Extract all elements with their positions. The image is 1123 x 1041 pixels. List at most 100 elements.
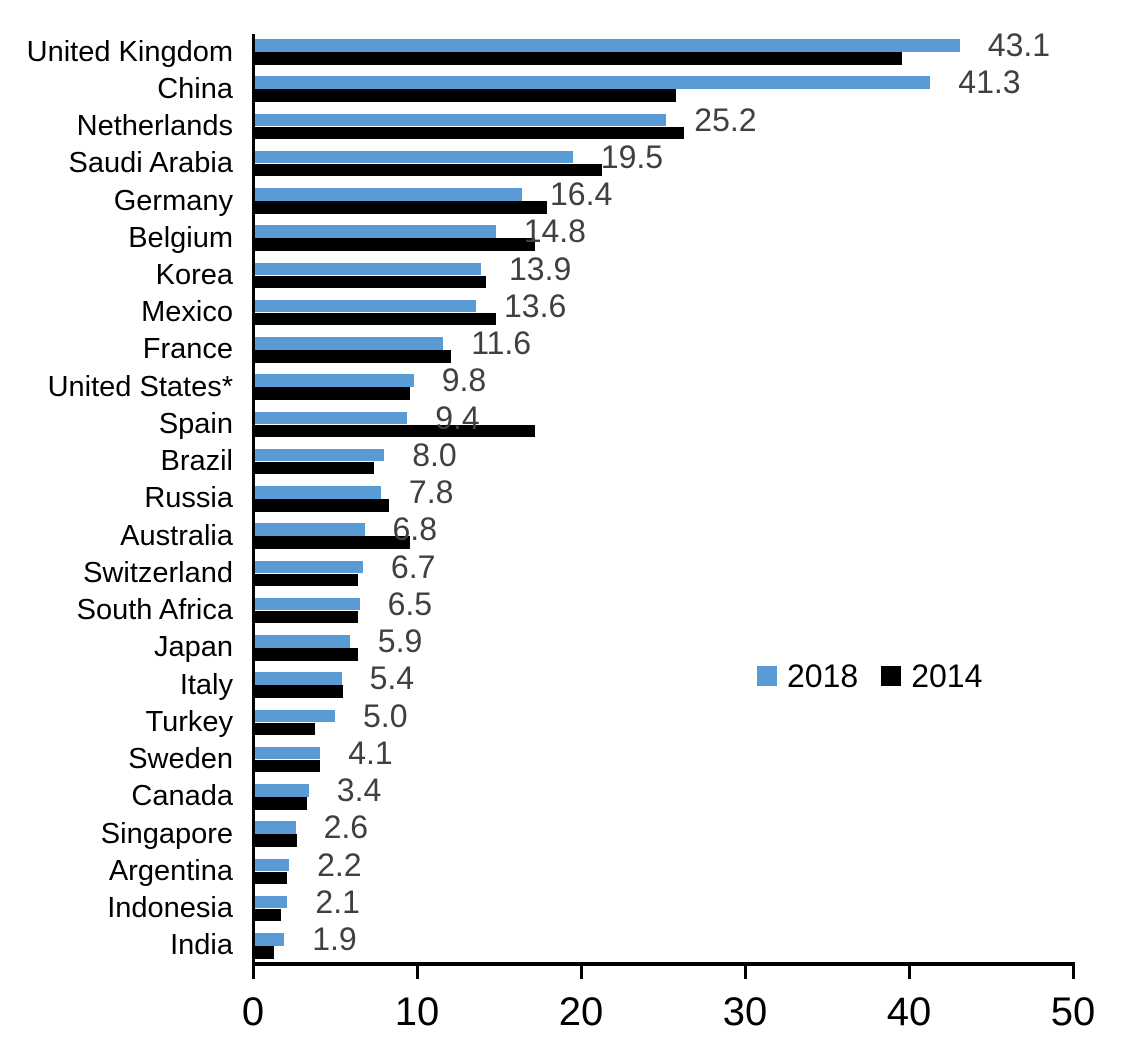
value-label-belgium: 14.8 (523, 213, 586, 250)
value-label-argentina: 2.2 (317, 846, 362, 883)
value-label-korea: 13.9 (509, 250, 572, 287)
bar-2014-russia (253, 499, 390, 512)
x-tick-10 (415, 966, 419, 979)
value-label-united-states: 9.8 (441, 362, 487, 399)
bar-2014-south-africa (253, 610, 358, 624)
category-label-indonesia: Indonesia (107, 892, 233, 924)
value-label-italy: 5.4 (369, 660, 415, 697)
x-tick-label-0: 0 (241, 990, 265, 1034)
legend-swatch-2018 (757, 666, 777, 686)
category-label-mexico: Mexico (141, 296, 233, 329)
category-label-united-kingdom: United Kingdom (26, 35, 233, 68)
value-label-sweden: 4.1 (348, 734, 393, 771)
bar-2014-belgium (253, 238, 536, 251)
bar-2014-france (253, 350, 452, 363)
y-axis-line (251, 34, 255, 966)
x-tick-50 (1071, 966, 1075, 979)
category-label-canada: Canada (131, 780, 233, 813)
category-label-switzerland: Switzerland (83, 556, 233, 589)
bar-2014-italy (253, 685, 344, 698)
bar-2014-india (253, 946, 275, 959)
bar-2014-korea (253, 275, 486, 289)
category-label-australia: Australia (120, 519, 233, 552)
category-label-italy: Italy (179, 668, 233, 701)
value-label-indonesia: 2.1 (315, 883, 360, 920)
x-tick-30 (743, 966, 747, 979)
bar-2018-belgium (253, 225, 496, 238)
x-axis-line (251, 962, 1075, 966)
bar-2014-united-kingdom (253, 52, 903, 65)
bar-2014-japan (253, 648, 358, 661)
bar-2018-south-africa (253, 597, 360, 611)
bar-2018-switzerland (253, 560, 363, 574)
category-label-germany: Germany (113, 184, 233, 217)
value-label-south-africa: 6.5 (387, 585, 433, 622)
bar-2018-china (253, 76, 931, 89)
legend-swatch-2014 (881, 666, 902, 686)
legend: 2018 2014 (757, 660, 982, 692)
x-tick-20 (579, 966, 583, 979)
value-label-france: 11.6 (471, 325, 532, 362)
category-label-netherlands: Netherlands (76, 110, 233, 142)
bar-2014-saudi-arabia (253, 163, 603, 177)
value-label-turkey: 5.0 (363, 697, 408, 734)
category-label-belgium: Belgium (128, 221, 233, 254)
category-label-saudi-arabia: Saudi Arabia (68, 147, 233, 180)
value-label-united-kingdom: 43.1 (987, 27, 1051, 64)
bar-2018-japan (253, 635, 350, 648)
bar-2014-sweden (253, 759, 321, 773)
value-label-india: 1.9 (312, 921, 357, 957)
category-label-india: India (170, 929, 233, 962)
value-label-netherlands: 25.2 (694, 101, 757, 138)
bar-2014-united-states (253, 387, 411, 400)
bar-2014-china (253, 89, 677, 102)
bar-2014-brazil (253, 461, 375, 475)
bar-2014-singapore (253, 834, 298, 847)
value-label-germany: 16.4 (550, 176, 613, 213)
bar-2014-mexico (253, 312, 496, 326)
category-label-turkey: Turkey (145, 705, 233, 738)
legend-label-2018: 2018 (787, 658, 859, 694)
bar-2018-india (253, 933, 285, 946)
bar-2014-spain (253, 424, 536, 438)
bar-2014-germany (253, 201, 547, 214)
bar-2018-italy (253, 672, 342, 685)
bar-2018-france (253, 337, 444, 350)
value-label-spain: 9.4 (435, 399, 480, 436)
x-tick-label-10: 10 (394, 990, 440, 1034)
bar-2018-singapore (253, 821, 296, 834)
x-tick-label-30: 30 (722, 990, 768, 1034)
category-label-argentina: Argentina (108, 854, 233, 887)
bar-2018-saudi-arabia (253, 150, 573, 164)
category-label-russia: Russia (144, 482, 233, 515)
bar-2018-spain (253, 411, 408, 425)
value-label-mexico: 13.6 (504, 287, 567, 324)
bar-2014-argentina (253, 871, 288, 884)
bar-2018-australia (253, 523, 365, 536)
value-label-china: 41.3 (958, 64, 1021, 101)
bar-2018-argentina (253, 858, 290, 871)
x-tick-label-40: 40 (886, 990, 932, 1034)
bar-2018-united-states (253, 374, 414, 387)
bar-2014-netherlands (253, 126, 685, 140)
category-label-korea: Korea (155, 258, 233, 291)
category-label-singapore: Singapore (100, 817, 233, 850)
category-label-brazil: Brazil (160, 445, 233, 478)
category-label-south-africa: South Africa (76, 594, 233, 627)
category-label-spain: Spain (158, 407, 233, 440)
bar-2018-canada (253, 784, 309, 797)
x-tick-label-50: 50 (1050, 990, 1096, 1034)
value-label-australia: 6.8 (392, 511, 437, 548)
bar-2018-russia (253, 486, 381, 499)
x-tick-0 (251, 966, 255, 979)
bar-2018-sweden (253, 746, 321, 760)
category-label-united-states: United States* (47, 370, 233, 403)
x-tick-40 (907, 966, 911, 979)
value-label-japan: 5.9 (377, 623, 423, 659)
value-label-saudi-arabia: 19.5 (600, 138, 664, 175)
value-label-brazil: 8.0 (412, 436, 457, 473)
category-label-china: China (157, 72, 233, 105)
bar-2018-turkey (253, 709, 335, 722)
bar-2018-netherlands (253, 113, 667, 127)
